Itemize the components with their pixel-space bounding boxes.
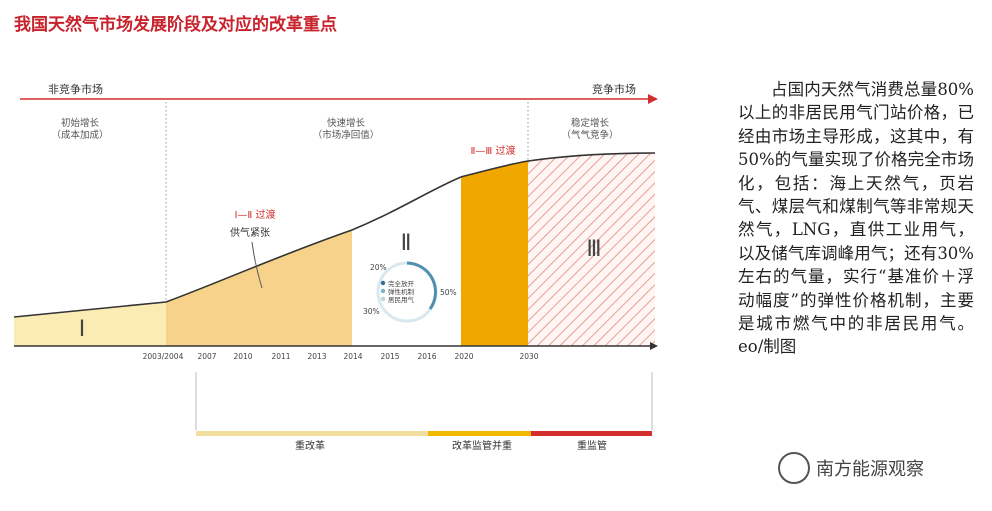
legend-dot-2 bbox=[380, 288, 386, 294]
year-label: 2016 bbox=[417, 352, 436, 361]
supply-tight-label: 供气紧张 bbox=[230, 226, 270, 239]
reform-bar-balanced bbox=[428, 431, 531, 436]
stage-2-label: Ⅱ bbox=[401, 231, 412, 256]
reform-label-heavy-regulation: 重监管 bbox=[577, 439, 607, 452]
phase-1-sub: （成本加成） bbox=[51, 129, 108, 141]
stage-1-label: Ⅰ bbox=[79, 317, 86, 342]
phase-2-sub: （市场净回值） bbox=[313, 129, 380, 141]
watermark: 南方能源观察 bbox=[778, 452, 924, 484]
market-stages-diagram: 非竞争市场 竞争市场 初始增长 （成本加成） 快速增长 （市场净回值） 稳定增长… bbox=[13, 82, 658, 452]
phase-1-name: 初始增长 bbox=[61, 117, 100, 129]
legend-dot-3 bbox=[380, 296, 386, 302]
stage-fast-growth-area bbox=[166, 230, 352, 346]
transition-2-3-label: Ⅱ—Ⅲ 过渡 bbox=[471, 144, 516, 157]
pct-left-bottom: 30% bbox=[363, 307, 380, 316]
stage-3-area bbox=[528, 153, 655, 346]
stage-1-area bbox=[14, 302, 166, 346]
reform-bar-heavy-regulation bbox=[531, 431, 652, 436]
legend-residential: 居民用气 bbox=[388, 295, 415, 304]
x-axis-arrow bbox=[650, 342, 658, 350]
year-label: 2013 bbox=[307, 352, 326, 361]
phase-3-sub: （气气竞争） bbox=[561, 129, 618, 141]
year-label: 2020 bbox=[454, 352, 473, 361]
legend-flexible: 弹性机制 bbox=[388, 287, 415, 296]
legend-full-open: 完全放开 bbox=[388, 279, 415, 288]
wechat-icon bbox=[778, 452, 810, 484]
pct-left-top: 20% bbox=[370, 263, 387, 272]
growth-curve bbox=[13, 152, 656, 318]
reform-label-heavy-reform: 重改革 bbox=[295, 439, 325, 452]
legend-dot-1 bbox=[380, 280, 386, 286]
side-description: 占国内天然气消费总量80%以上的非居民用气门站价格，已经由市场主导形成，这其中，… bbox=[738, 80, 974, 357]
donut-segment-blue bbox=[406, 261, 437, 310]
competitive-label: 竞争市场 bbox=[592, 82, 636, 96]
pct-right: 50% bbox=[440, 288, 457, 297]
phase-2-name: 快速增长 bbox=[327, 117, 366, 129]
phase-3-name: 稳定增长 bbox=[571, 117, 610, 129]
year-label: 2011 bbox=[271, 352, 290, 361]
year-label: 2007 bbox=[197, 352, 216, 361]
watermark-text: 南方能源观察 bbox=[816, 459, 924, 480]
reform-bar-heavy-reform bbox=[196, 431, 428, 436]
market-arrow-head bbox=[648, 94, 658, 104]
stage-transition-area bbox=[461, 161, 528, 346]
supply-tight-pointer bbox=[251, 241, 263, 289]
transition-1-2-label: Ⅰ—Ⅱ 过渡 bbox=[234, 208, 275, 221]
stage-3-label: Ⅲ bbox=[586, 237, 601, 262]
year-label: 2015 bbox=[380, 352, 399, 361]
year-label: 2010 bbox=[233, 352, 252, 361]
year-label: 2003/2004 bbox=[143, 352, 184, 361]
page-title: 我国天然气市场发展阶段及对应的改革重点 bbox=[14, 15, 337, 35]
reform-label-balanced: 改革监管并重 bbox=[452, 439, 512, 452]
year-label: 2014 bbox=[343, 352, 362, 361]
non-competitive-label: 非竞争市场 bbox=[48, 82, 103, 96]
year-label: 2030 bbox=[519, 352, 538, 361]
